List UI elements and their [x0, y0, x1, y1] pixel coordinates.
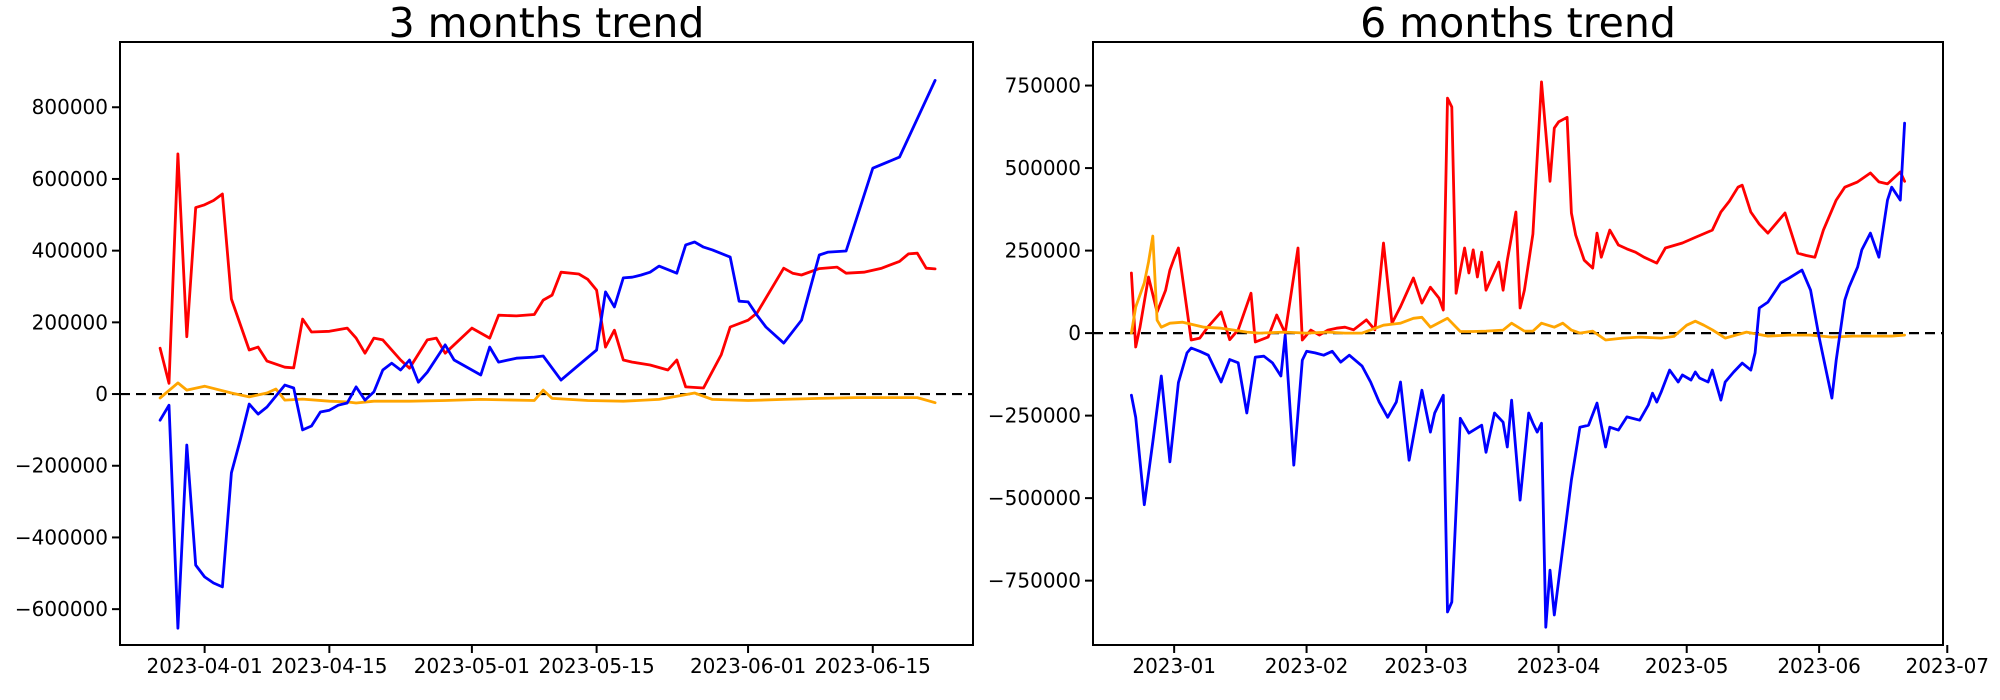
orange-series-line	[1130, 234, 1906, 342]
x-tick-label: 2023-05-01	[414, 654, 530, 678]
x-tick-label: 2023-05	[1645, 654, 1729, 678]
red-series-line	[158, 152, 937, 390]
chart-title-6-months-trend: 6 months trend	[1360, 0, 1676, 47]
y-tick-label: 0	[1068, 321, 1081, 345]
y-tick-label: 0	[95, 382, 108, 406]
y-tick-label: 800000	[32, 95, 108, 119]
x-tick-label: 2023-04-15	[271, 654, 387, 678]
x-tick-label: 2023-06	[1777, 654, 1861, 678]
y-tick-label: −500000	[988, 486, 1081, 510]
x-tick-label: 2023-07	[1905, 654, 1989, 678]
x-tick-label: 2023-03	[1384, 654, 1468, 678]
chart-title-3-months-trend: 3 months trend	[388, 0, 705, 47]
x-tick-label: 2023-02	[1265, 654, 1349, 678]
x-tick-label: 2023-01	[1132, 654, 1216, 678]
x-tick-label: 2023-05-15	[538, 654, 654, 678]
y-tick-label: −750000	[988, 569, 1081, 593]
y-tick-label: 400000	[32, 239, 108, 263]
x-tick-label: 2023-06-15	[815, 654, 931, 678]
y-tick-label: −200000	[15, 454, 108, 478]
y-tick-label: 750000	[1005, 74, 1081, 98]
y-tick-label: 250000	[1005, 239, 1081, 263]
red-series-line	[1130, 80, 1906, 349]
y-tick-label: 200000	[32, 310, 108, 334]
axes-spines	[119, 41, 974, 646]
y-tick-label: 600000	[32, 167, 108, 191]
x-tick-label: 2023-04	[1517, 654, 1601, 678]
x-tick-label: 2023-06-01	[690, 654, 806, 678]
blue-series-line	[1130, 121, 1906, 629]
y-tick-label: −600000	[15, 597, 108, 621]
y-tick-label: −400000	[15, 525, 108, 549]
axes-spines	[1092, 41, 1944, 646]
y-tick-label: −250000	[988, 404, 1081, 428]
y-tick-label: 500000	[1005, 156, 1081, 180]
blue-series-line	[158, 79, 937, 630]
x-tick-label: 2023-04-01	[147, 654, 263, 678]
orange-series-line	[158, 381, 937, 405]
